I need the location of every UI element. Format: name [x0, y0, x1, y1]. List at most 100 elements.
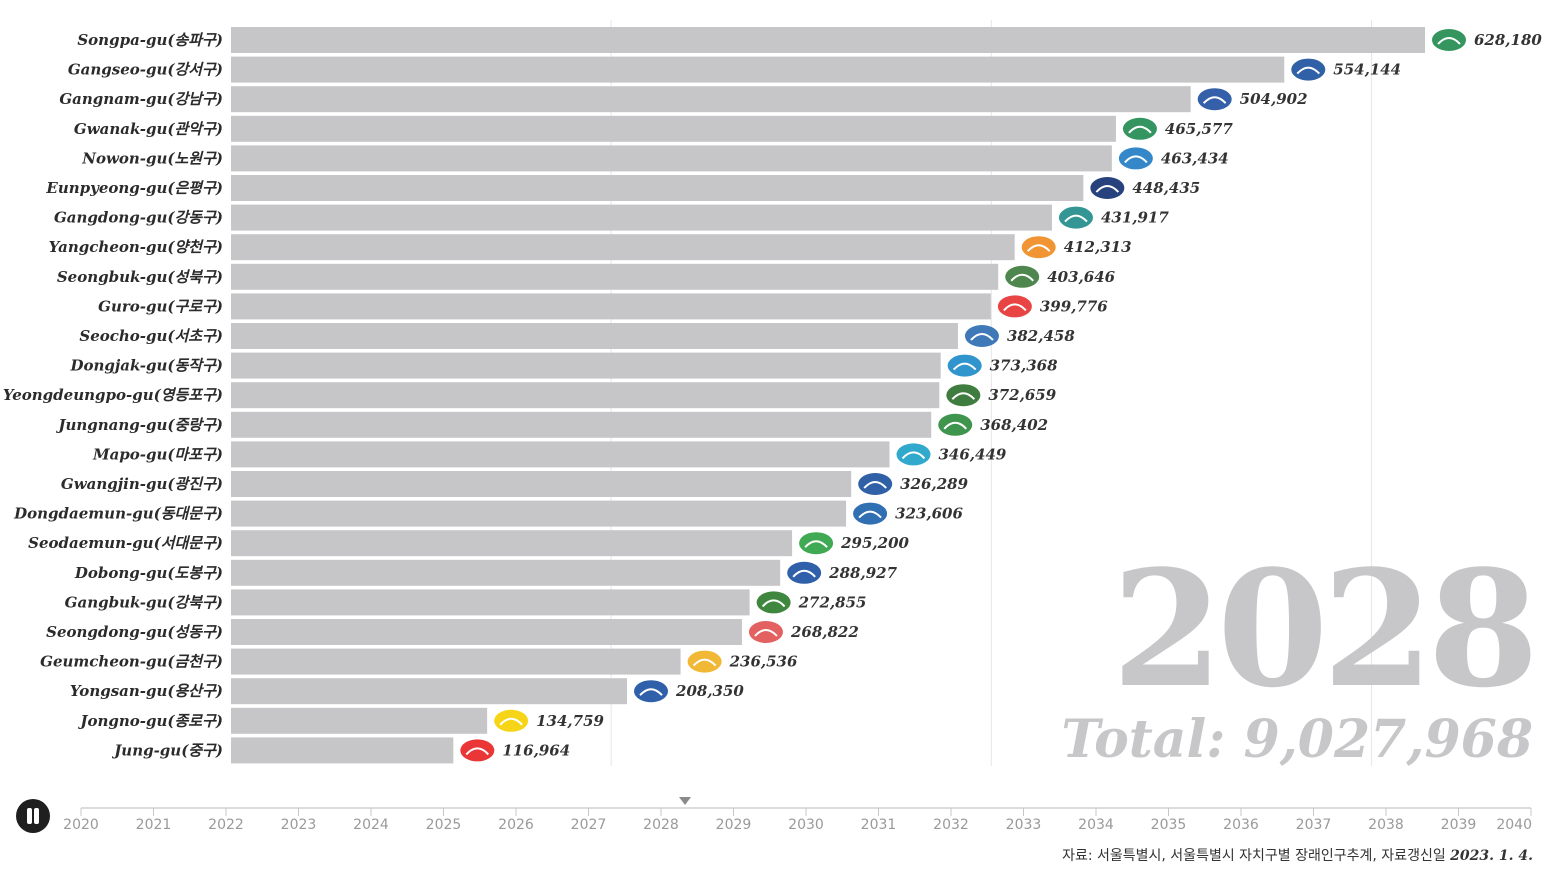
timeline-year-label[interactable]: 2024 [353, 817, 389, 833]
value-label: 448,435 [1132, 179, 1200, 197]
value-label: 116,964 [502, 741, 570, 759]
value-label: 323,606 [895, 505, 963, 523]
value-label: 403,646 [1047, 268, 1115, 286]
timeline-year-label[interactable]: 2021 [136, 817, 172, 833]
bar [231, 648, 681, 675]
district-logo-icon-detail [465, 747, 490, 756]
district-logo-icon [494, 709, 529, 732]
district-logo-icon [858, 473, 893, 495]
district-logo-icon-detail [499, 717, 523, 726]
district-logo-icon-detail [951, 392, 976, 400]
category-label: Yongsan-gu(용산구) [70, 682, 223, 700]
value-label: 268,822 [790, 623, 859, 641]
district-logo-icon-detail [754, 629, 778, 637]
timeline-year-label[interactable]: 2020 [63, 817, 99, 833]
timeline-year-label[interactable]: 2023 [281, 817, 317, 833]
district-logo-icon [1197, 88, 1232, 111]
bar [231, 411, 932, 438]
district-logo-icon-detail [901, 451, 926, 460]
timeline-year-label[interactable]: 2033 [1006, 817, 1042, 833]
category-label: Yangcheon-gu(양천구) [49, 238, 223, 256]
bar [231, 293, 991, 320]
district-logo-icon [756, 591, 791, 614]
bar [231, 530, 793, 557]
timeline-year-label[interactable]: 2038 [1368, 817, 1404, 833]
total-watermark: Total: 9,027,968 [1061, 709, 1533, 770]
timeline-year-label[interactable]: 2025 [426, 817, 462, 833]
district-logo-icon [964, 325, 999, 347]
district-logo-icon-detail [1095, 185, 1120, 193]
district-logo-icon-detail [1437, 37, 1461, 45]
district-logo-icon [1005, 265, 1040, 288]
category-label: Gangseo-gu(강서구) [68, 61, 223, 79]
timeline-year-label[interactable]: 2035 [1151, 817, 1187, 833]
bar [231, 559, 781, 586]
category-label: Gwanak-gu(관악구) [74, 120, 223, 138]
district-logo-icon [1432, 29, 1466, 51]
value-label: 272,855 [798, 593, 867, 611]
category-label: Eunpyeong-gu(은평구) [45, 179, 223, 197]
timeline-year-label[interactable]: 2031 [861, 817, 897, 833]
timeline-year-label[interactable]: 2040 [1496, 817, 1532, 833]
timeline-year-label[interactable]: 2028 [643, 817, 679, 833]
district-logo-icon-detail [792, 569, 816, 578]
value-label: 368,402 [980, 416, 1048, 434]
value-label: 346,449 [939, 445, 1007, 463]
bar [231, 382, 940, 409]
value-label: 412,313 [1064, 238, 1132, 256]
timeline-marker-icon[interactable] [679, 797, 691, 805]
district-logo-icon [787, 561, 822, 584]
district-logo-icon [1021, 236, 1056, 259]
source-note: 자료: 서울특별시, 서울특별시 자치구별 장래인구추계, 자료갱신일 2023… [1062, 845, 1533, 865]
value-label: 295,200 [840, 534, 909, 552]
bar [231, 115, 1116, 142]
pause-button[interactable] [16, 799, 50, 833]
timeline-year-label[interactable]: 2037 [1296, 817, 1332, 833]
value-label: 372,659 [988, 386, 1056, 404]
category-label: Jungnang-gu(중랑구) [55, 416, 223, 434]
timeline-year-label[interactable]: 2032 [933, 817, 969, 833]
timeline-year-label[interactable]: 2030 [788, 817, 824, 833]
category-label: Dongjak-gu(동작구) [69, 357, 223, 375]
category-label: Mapo-gu(마포구) [92, 445, 223, 463]
timeline-year-label[interactable]: 2029 [716, 817, 752, 833]
timeline-year-label[interactable]: 2034 [1078, 817, 1114, 833]
source-text: 자료: 서울특별시, 서울특별시 자치구별 장래인구추계, 자료갱신일 [1062, 848, 1446, 864]
bar [231, 678, 628, 705]
district-logo-icon-detail [1003, 303, 1027, 312]
bar [231, 145, 1112, 172]
value-label: 373,368 [990, 357, 1058, 375]
timeline-year-label[interactable]: 2027 [571, 817, 607, 833]
district-logo-icon [947, 354, 982, 377]
bar [231, 56, 1285, 83]
category-label: Gangbuk-gu(강북구) [65, 593, 223, 611]
district-logo-icon-detail [1064, 214, 1088, 223]
value-label: 399,776 [1040, 297, 1108, 315]
bar [231, 263, 999, 290]
value-label: 463,434 [1161, 149, 1229, 167]
bar [231, 589, 750, 616]
timeline-year-label[interactable]: 2039 [1441, 817, 1477, 833]
bar [231, 352, 941, 379]
district-logo-icon [687, 650, 722, 673]
category-label: Gangnam-gu(강남구) [59, 90, 223, 108]
district-logo-icon [896, 443, 931, 466]
district-logo-icon-detail [761, 599, 786, 608]
bar [231, 441, 890, 468]
value-label: 134,759 [536, 712, 604, 730]
timeline-year-label[interactable]: 2026 [498, 817, 534, 833]
category-label: Seocho-gu(서초구) [79, 327, 223, 345]
bar [231, 737, 454, 764]
category-label: Seodaemun-gu(서대문구) [28, 534, 223, 552]
category-label: Seongdong-gu(성동구) [46, 623, 223, 641]
value-label: 628,180 [1474, 31, 1542, 49]
bar [231, 500, 847, 527]
timeline-year-label[interactable]: 2036 [1223, 817, 1259, 833]
timeline-year-label[interactable]: 2022 [208, 817, 244, 833]
category-label: Dongdaemun-gu(동대문구) [13, 505, 223, 523]
category-label: Guro-gu(구로구) [98, 297, 223, 315]
district-logo-icon-detail [804, 540, 828, 548]
district-logo-icon [997, 295, 1032, 318]
bar [231, 175, 1084, 201]
